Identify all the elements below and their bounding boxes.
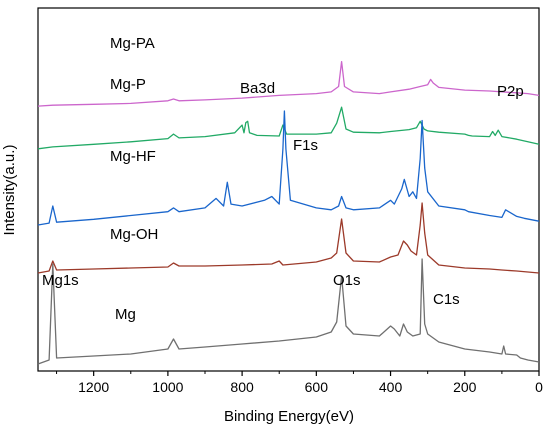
x-tick-label: 1200 bbox=[78, 379, 109, 395]
series-line-mg-hf bbox=[37, 110, 540, 226]
y-axis-label: Intensity(a.u.) bbox=[1, 145, 18, 236]
peak-label-ba3d: Ba3d bbox=[240, 80, 275, 97]
x-axis-label: Binding Energy(eV) bbox=[224, 408, 354, 425]
peak-label-mg1s: Mg1s bbox=[42, 272, 79, 289]
x-tick-label: 400 bbox=[379, 379, 403, 395]
label-layer: Mg-PA Mg-P Mg-HF Mg-OH Mg Mg1s O1s C1s F1s Ba3d P2… bbox=[42, 35, 524, 323]
series-line-mg bbox=[37, 258, 540, 365]
series-layer bbox=[37, 60, 540, 365]
series-label-mg-oh: Mg-OH bbox=[110, 226, 158, 243]
series-line-mg-pa bbox=[37, 60, 540, 107]
plot-frame bbox=[37, 7, 540, 372]
series-label-mg-pa: Mg-PA bbox=[110, 35, 155, 52]
x-tick-label: 800 bbox=[230, 379, 254, 395]
series-line-mg-oh bbox=[37, 202, 540, 274]
peak-label-o1s: O1s bbox=[333, 272, 361, 289]
peak-label-c1s: C1s bbox=[433, 291, 460, 308]
series-label-mg-hf: Mg-HF bbox=[110, 148, 156, 165]
x-tick-label: 1000 bbox=[152, 379, 183, 395]
x-tick-label: 600 bbox=[305, 379, 329, 395]
series-label-mg-p: Mg-P bbox=[110, 76, 146, 93]
series-label-mg: Mg bbox=[115, 306, 136, 323]
x-tick-label: 200 bbox=[453, 379, 477, 395]
x-axis-ticks: 1200 1000 800 600 400 200 0 bbox=[56, 371, 543, 395]
x-tick-label: 0 bbox=[535, 379, 543, 395]
series-line-mg-p bbox=[37, 106, 540, 150]
peak-label-f1s: F1s bbox=[293, 137, 318, 154]
peak-label-p2p: P2p bbox=[497, 83, 524, 100]
